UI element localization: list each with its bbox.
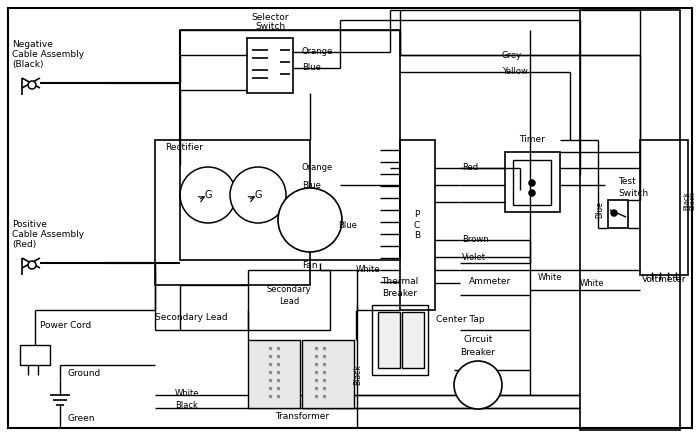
Text: White: White: [175, 388, 199, 398]
Text: (Red): (Red): [12, 240, 36, 249]
Bar: [248, 270, 330, 330]
Circle shape: [28, 81, 36, 89]
Bar: [640, 140, 688, 275]
Text: Secondary: Secondary: [267, 286, 312, 294]
Bar: [248, 340, 300, 408]
Text: Blue: Blue: [302, 64, 321, 72]
Bar: [580, 10, 680, 430]
Text: Cable Assembly: Cable Assembly: [12, 50, 84, 59]
Text: G: G: [204, 190, 211, 200]
Circle shape: [529, 190, 535, 196]
Text: Circuit: Circuit: [463, 335, 493, 344]
Text: Power Cord: Power Cord: [40, 320, 91, 330]
Circle shape: [454, 361, 502, 409]
Text: Violet: Violet: [462, 252, 486, 262]
Bar: [402, 312, 424, 368]
Bar: [180, 30, 400, 260]
Text: Yellow: Yellow: [502, 68, 528, 76]
Circle shape: [611, 210, 617, 216]
Bar: [505, 152, 560, 212]
Bar: [513, 160, 551, 205]
Text: Red: Red: [462, 164, 478, 173]
Text: Thermal: Thermal: [382, 277, 419, 286]
Text: Grey: Grey: [502, 51, 522, 59]
Text: Blue: Blue: [302, 181, 321, 190]
Text: Selector: Selector: [251, 14, 288, 23]
Text: Blue: Blue: [338, 221, 357, 229]
Bar: [20, 345, 50, 365]
Text: Green: Green: [68, 413, 95, 422]
Text: White: White: [580, 279, 605, 287]
Text: Orange: Orange: [302, 48, 333, 57]
Text: G: G: [254, 190, 262, 200]
Text: Switch: Switch: [255, 23, 285, 31]
Text: Positive: Positive: [12, 220, 47, 229]
Bar: [608, 200, 628, 228]
Circle shape: [230, 167, 286, 223]
Text: Secondary Lead: Secondary Lead: [155, 313, 228, 323]
Text: Black: Black: [689, 191, 695, 210]
Text: P
C
B: P C B: [414, 210, 420, 240]
Text: Center Tap: Center Tap: [435, 316, 484, 324]
Circle shape: [28, 261, 36, 269]
Text: Ammeter: Ammeter: [469, 277, 511, 286]
Text: White: White: [356, 266, 380, 275]
Text: Black: Black: [683, 191, 689, 210]
Text: White: White: [538, 272, 562, 282]
Text: Breaker: Breaker: [461, 347, 496, 357]
Text: Rectifier: Rectifier: [165, 143, 203, 151]
Text: Voltmeter: Voltmeter: [642, 276, 686, 285]
Text: Ground: Ground: [68, 368, 102, 378]
Bar: [302, 340, 354, 408]
Text: Fan: Fan: [302, 260, 318, 269]
Text: Blue: Blue: [596, 201, 605, 218]
Text: Brown: Brown: [462, 235, 489, 245]
Text: Test: Test: [618, 177, 636, 187]
Text: Lead: Lead: [279, 297, 299, 307]
Bar: [247, 38, 293, 93]
Bar: [155, 140, 310, 285]
Bar: [372, 305, 428, 375]
Text: Black: Black: [354, 364, 363, 385]
Text: Negative: Negative: [12, 40, 53, 49]
Circle shape: [278, 188, 342, 252]
Bar: [378, 312, 400, 368]
Text: Cable Assembly: Cable Assembly: [12, 230, 84, 239]
Text: Transformer: Transformer: [275, 412, 329, 420]
Text: Orange: Orange: [302, 164, 333, 173]
Text: Breaker: Breaker: [382, 289, 417, 297]
Circle shape: [180, 167, 236, 223]
Text: Timer: Timer: [519, 136, 545, 144]
Text: (Black): (Black): [12, 60, 43, 69]
Text: Black: Black: [175, 401, 198, 409]
Text: Switch: Switch: [618, 188, 648, 198]
Circle shape: [529, 180, 535, 186]
Bar: [400, 140, 435, 310]
